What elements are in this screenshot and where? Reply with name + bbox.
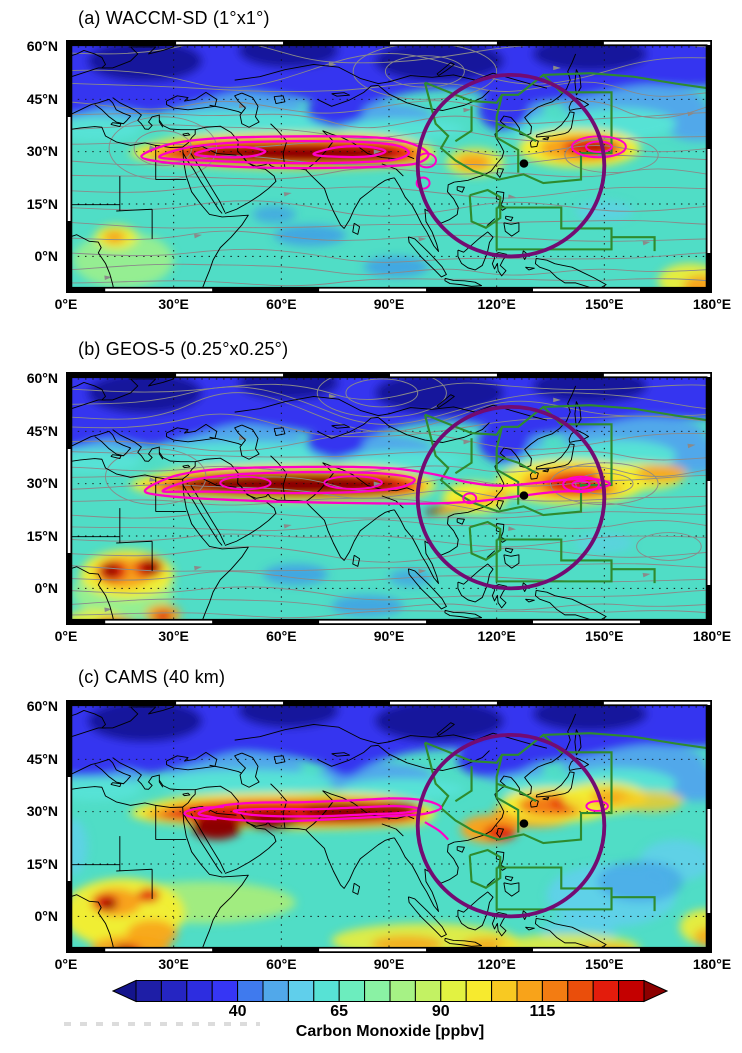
x-axis-tick-label: 150°E	[585, 628, 624, 644]
flight-region-boundaries	[423, 732, 712, 912]
station-dot	[519, 159, 529, 168]
y-axis-tick-label: 15°N	[26, 527, 58, 544]
x-axis-tick-label: 180°E	[692, 628, 732, 644]
colorbar-cell	[465, 980, 493, 1002]
x-axis-tick-label: 0°E	[54, 956, 78, 972]
x-axis-tick-label: 180°E	[692, 956, 732, 972]
colorbar-tick-label: 90	[431, 1003, 450, 1020]
colorbar-cell	[618, 980, 645, 1002]
panel-geos5: (b) GEOS-5 (0.25°x0.25°) 60°N 45°N 30°N 15°…	[0, 339, 742, 661]
panel-b-title: (b) GEOS-5 (0.25°x0.25°)	[78, 339, 289, 359]
x-axis-tick-label: 90°E	[373, 956, 405, 972]
cropped-caption-artifact	[64, 1022, 260, 1026]
y-axis-tick-label: 45°N	[26, 750, 58, 767]
x-axis-tick-label: 120°E	[477, 296, 516, 312]
y-axis-tick-label: 30°N	[26, 803, 58, 820]
map-panel-a	[66, 40, 712, 293]
y-axis-tick-label: 0°N	[34, 579, 59, 596]
colorbar-cell	[287, 980, 315, 1002]
y-axis-tick-label: 60°N	[26, 38, 58, 55]
x-axis-tick-label: 60°E	[266, 296, 297, 312]
x-axis-tick-label: 0°E	[54, 628, 78, 644]
x-axis-tick-label: 30°E	[158, 956, 189, 972]
x-axis-tick-label: 30°E	[158, 296, 189, 312]
x-axis-tick-label: 30°E	[158, 628, 189, 644]
colorbar-cell	[567, 980, 594, 1002]
y-axis-tick-label: 0°N	[34, 247, 59, 264]
x-axis-tick-label: 90°E	[373, 296, 405, 312]
y-axis-tick-label: 30°N	[26, 475, 58, 492]
colorbar-cell	[211, 980, 239, 1002]
colorbar-cell	[516, 980, 543, 1002]
colorbar-arrow-left	[112, 979, 137, 1003]
y-axis-tick-label: 15°N	[26, 195, 58, 212]
colorbar-cell	[135, 980, 162, 1002]
x-axis-tick-label: 120°E	[477, 956, 516, 972]
coastlines	[66, 372, 607, 625]
x-axis-tick-label: 150°E	[585, 296, 624, 312]
map-frame-dashes	[67, 373, 711, 624]
x-axis-tick-label: 60°E	[266, 956, 297, 972]
colorbar-arrow-right	[643, 979, 668, 1003]
x-axis-tick-label: 90°E	[373, 628, 405, 644]
station-dot	[519, 491, 529, 500]
flight-region-boundaries	[423, 72, 712, 252]
y-axis-tick-label: 15°N	[26, 855, 58, 872]
colorbar-cell	[262, 980, 289, 1002]
x-axis-tick-label: 120°E	[477, 628, 516, 644]
co-plume-contours	[183, 797, 609, 841]
colorbar-cell	[440, 980, 467, 1002]
colorbar-cell	[592, 980, 620, 1002]
analysis-region-circle	[415, 733, 607, 919]
panel-waccm-sd: (a) WACCM-SD (1°x1°) 60°N 45°N 30°N 15°N 0°N…	[0, 8, 742, 330]
colorbar-cell	[364, 980, 391, 1002]
colorbar-cell	[160, 980, 188, 1002]
station-dot	[519, 819, 529, 828]
colorbar-cell	[491, 980, 518, 1002]
y-axis-tick-label: 45°N	[26, 422, 58, 439]
y-axis-tick-label: 0°N	[34, 907, 59, 924]
map-panel-c	[66, 700, 712, 953]
x-axis-tick-label: 150°E	[585, 956, 624, 972]
y-axis-tick-label: 45°N	[26, 90, 58, 107]
colorbar-cell	[338, 980, 366, 1002]
map-frame-dashes	[67, 41, 711, 292]
colorbar-cell	[313, 980, 340, 1002]
colorbar-tick-label: 65	[330, 1003, 349, 1020]
x-axis-tick-label: 0°E	[54, 296, 78, 312]
colorbar-cell	[414, 980, 442, 1002]
colorbar-cell	[541, 980, 569, 1002]
coastlines	[66, 700, 607, 953]
map-panel-b	[66, 372, 712, 625]
colorbar-cell	[237, 980, 264, 1002]
co-plume-contours	[143, 465, 611, 505]
analysis-region-circle	[415, 73, 607, 259]
y-axis-tick-label: 60°N	[26, 698, 58, 715]
colorbar	[112, 979, 668, 1003]
map-frame-dashes	[67, 701, 711, 952]
analysis-region-circle	[415, 405, 607, 591]
y-axis-tick-label: 30°N	[26, 143, 58, 160]
colorbar-cell	[186, 980, 213, 1002]
panel-c-title: (c) CAMS (40 km)	[78, 667, 226, 687]
x-axis-tick-label: 180°E	[692, 296, 732, 312]
x-axis-tick-label: 60°E	[266, 628, 297, 644]
flight-region-boundaries	[423, 404, 712, 584]
y-axis-tick-label: 60°N	[26, 370, 58, 387]
panel-a-title: (a) WACCM-SD (1°x1°)	[78, 8, 270, 28]
colorbar-tick-label: 40	[228, 1003, 247, 1020]
colorbar-tick-label: 115	[529, 1003, 556, 1020]
colorbar-cell	[389, 980, 416, 1002]
panel-cams: (c) CAMS (40 km) 60°N 45°N 30°N 15°N 0°N 0°E 3…	[0, 667, 742, 989]
colorbar-title: Carbon Monoxide [ppbv]	[295, 1023, 485, 1040]
